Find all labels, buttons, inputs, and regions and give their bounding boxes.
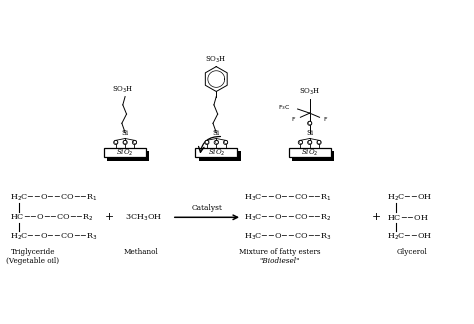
Text: SiO$_2$: SiO$_2$ bbox=[208, 148, 225, 158]
Text: "Biodiesel": "Biodiesel" bbox=[259, 257, 300, 265]
Text: Triglyceride: Triglyceride bbox=[11, 248, 55, 256]
Text: 3CH$_3$OH: 3CH$_3$OH bbox=[125, 212, 162, 223]
Text: O: O bbox=[214, 140, 218, 145]
Text: H$_3$C$-$$-$O$-$$-$CO$-$$-$R$_2$: H$_3$C$-$$-$O$-$$-$CO$-$$-$R$_2$ bbox=[244, 212, 332, 223]
Text: H$_2$C$-$$-$OH: H$_2$C$-$$-$OH bbox=[387, 231, 432, 242]
Text: SO$_3$H: SO$_3$H bbox=[112, 85, 134, 95]
Text: Si: Si bbox=[213, 129, 220, 137]
Text: Glycerol: Glycerol bbox=[397, 248, 428, 256]
Circle shape bbox=[308, 121, 312, 125]
Bar bbox=[195, 148, 237, 157]
Circle shape bbox=[224, 140, 228, 145]
Circle shape bbox=[214, 140, 219, 145]
Bar bbox=[289, 148, 331, 157]
Circle shape bbox=[123, 140, 127, 145]
Text: SiO$_2$: SiO$_2$ bbox=[301, 148, 319, 158]
Text: Catalyst: Catalyst bbox=[191, 204, 222, 212]
Text: O: O bbox=[308, 121, 312, 126]
Text: (Vegetable oil): (Vegetable oil) bbox=[7, 257, 60, 265]
Text: Mixture of fatty esters: Mixture of fatty esters bbox=[238, 248, 320, 256]
Bar bbox=[199, 151, 241, 161]
Text: SiO$_2$: SiO$_2$ bbox=[117, 148, 134, 158]
Text: +: + bbox=[372, 212, 381, 222]
Text: O: O bbox=[317, 140, 321, 145]
Text: SO$_3$H: SO$_3$H bbox=[299, 87, 320, 97]
Bar bbox=[292, 151, 334, 161]
Text: F: F bbox=[291, 117, 295, 122]
Circle shape bbox=[205, 140, 209, 145]
Text: +: + bbox=[105, 212, 114, 222]
Text: F$_3$C: F$_3$C bbox=[278, 103, 290, 111]
Bar bbox=[104, 148, 146, 157]
Text: O: O bbox=[123, 140, 127, 145]
Text: O: O bbox=[308, 140, 312, 145]
Text: O: O bbox=[205, 140, 209, 145]
Circle shape bbox=[114, 140, 118, 145]
Text: H$_3$C$-$$-$O$-$$-$CO$-$$-$R$_1$: H$_3$C$-$$-$O$-$$-$CO$-$$-$R$_1$ bbox=[244, 193, 332, 203]
Text: O: O bbox=[299, 140, 302, 145]
Bar bbox=[108, 151, 149, 161]
Text: SO$_3$H: SO$_3$H bbox=[205, 54, 227, 65]
Text: H$_2$C$-$$-$O$-$$-$CO$-$$-$R$_1$: H$_2$C$-$$-$O$-$$-$CO$-$$-$R$_1$ bbox=[9, 193, 97, 203]
Text: Si: Si bbox=[121, 129, 128, 137]
Text: H$_2$C$-$$-$O$-$$-$CO$-$$-$R$_3$: H$_2$C$-$$-$O$-$$-$CO$-$$-$R$_3$ bbox=[9, 231, 98, 242]
Circle shape bbox=[298, 140, 302, 145]
Text: F: F bbox=[324, 117, 328, 122]
Text: H$_3$C$-$$-$O$-$$-$CO$-$$-$R$_3$: H$_3$C$-$$-$O$-$$-$CO$-$$-$R$_3$ bbox=[244, 231, 332, 242]
Text: Methanol: Methanol bbox=[124, 248, 159, 256]
Circle shape bbox=[308, 140, 312, 145]
Text: O: O bbox=[114, 140, 118, 145]
Text: O: O bbox=[224, 140, 228, 145]
Text: H$_2$C$-$$-$OH: H$_2$C$-$$-$OH bbox=[387, 193, 432, 203]
Text: HC$-$$-$O$-$$-$CO$-$$-$R$_2$: HC$-$$-$O$-$$-$CO$-$$-$R$_2$ bbox=[9, 212, 93, 223]
Circle shape bbox=[132, 140, 137, 145]
Text: O: O bbox=[132, 140, 137, 145]
Circle shape bbox=[317, 140, 321, 145]
Text: Si: Si bbox=[306, 129, 313, 137]
Text: HC$-$$-$OH: HC$-$$-$OH bbox=[387, 213, 428, 222]
